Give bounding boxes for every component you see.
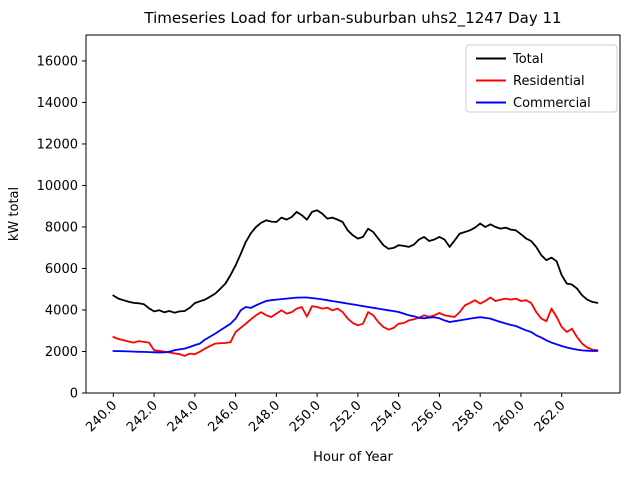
chart-title: Timeseries Load for urban-suburban uhs2_… <box>143 9 561 28</box>
legend: Total Residential Commercial <box>465 44 618 113</box>
legend-item-commercial: Commercial <box>476 96 591 111</box>
series-commercial <box>112 296 599 354</box>
series-total <box>112 209 599 314</box>
series-residential <box>112 296 599 357</box>
legend-label: Total <box>512 52 543 67</box>
y-tick-label: 6000 <box>45 262 78 277</box>
y-tick-label: 8000 <box>45 220 78 235</box>
y-tick-label: 10000 <box>37 179 78 194</box>
y-tick-label: 16000 <box>37 54 78 69</box>
y-tick-label: 12000 <box>37 137 78 152</box>
legend-item-total: Total <box>476 52 543 67</box>
plot-border <box>85 34 621 394</box>
x-axis-label: Hour of Year <box>313 450 393 465</box>
legend-item-residential: Residential <box>476 74 585 89</box>
legend-label: Residential <box>513 74 585 89</box>
y-axis-label: kW total <box>7 187 22 241</box>
legend-label: Commercial <box>513 96 591 111</box>
y-tick-label: 14000 <box>37 96 78 111</box>
y-tick-label: 4000 <box>45 303 78 318</box>
legend-box <box>465 44 618 113</box>
y-tick-label: 0 <box>70 387 78 402</box>
y-tick-label: 2000 <box>45 345 78 360</box>
